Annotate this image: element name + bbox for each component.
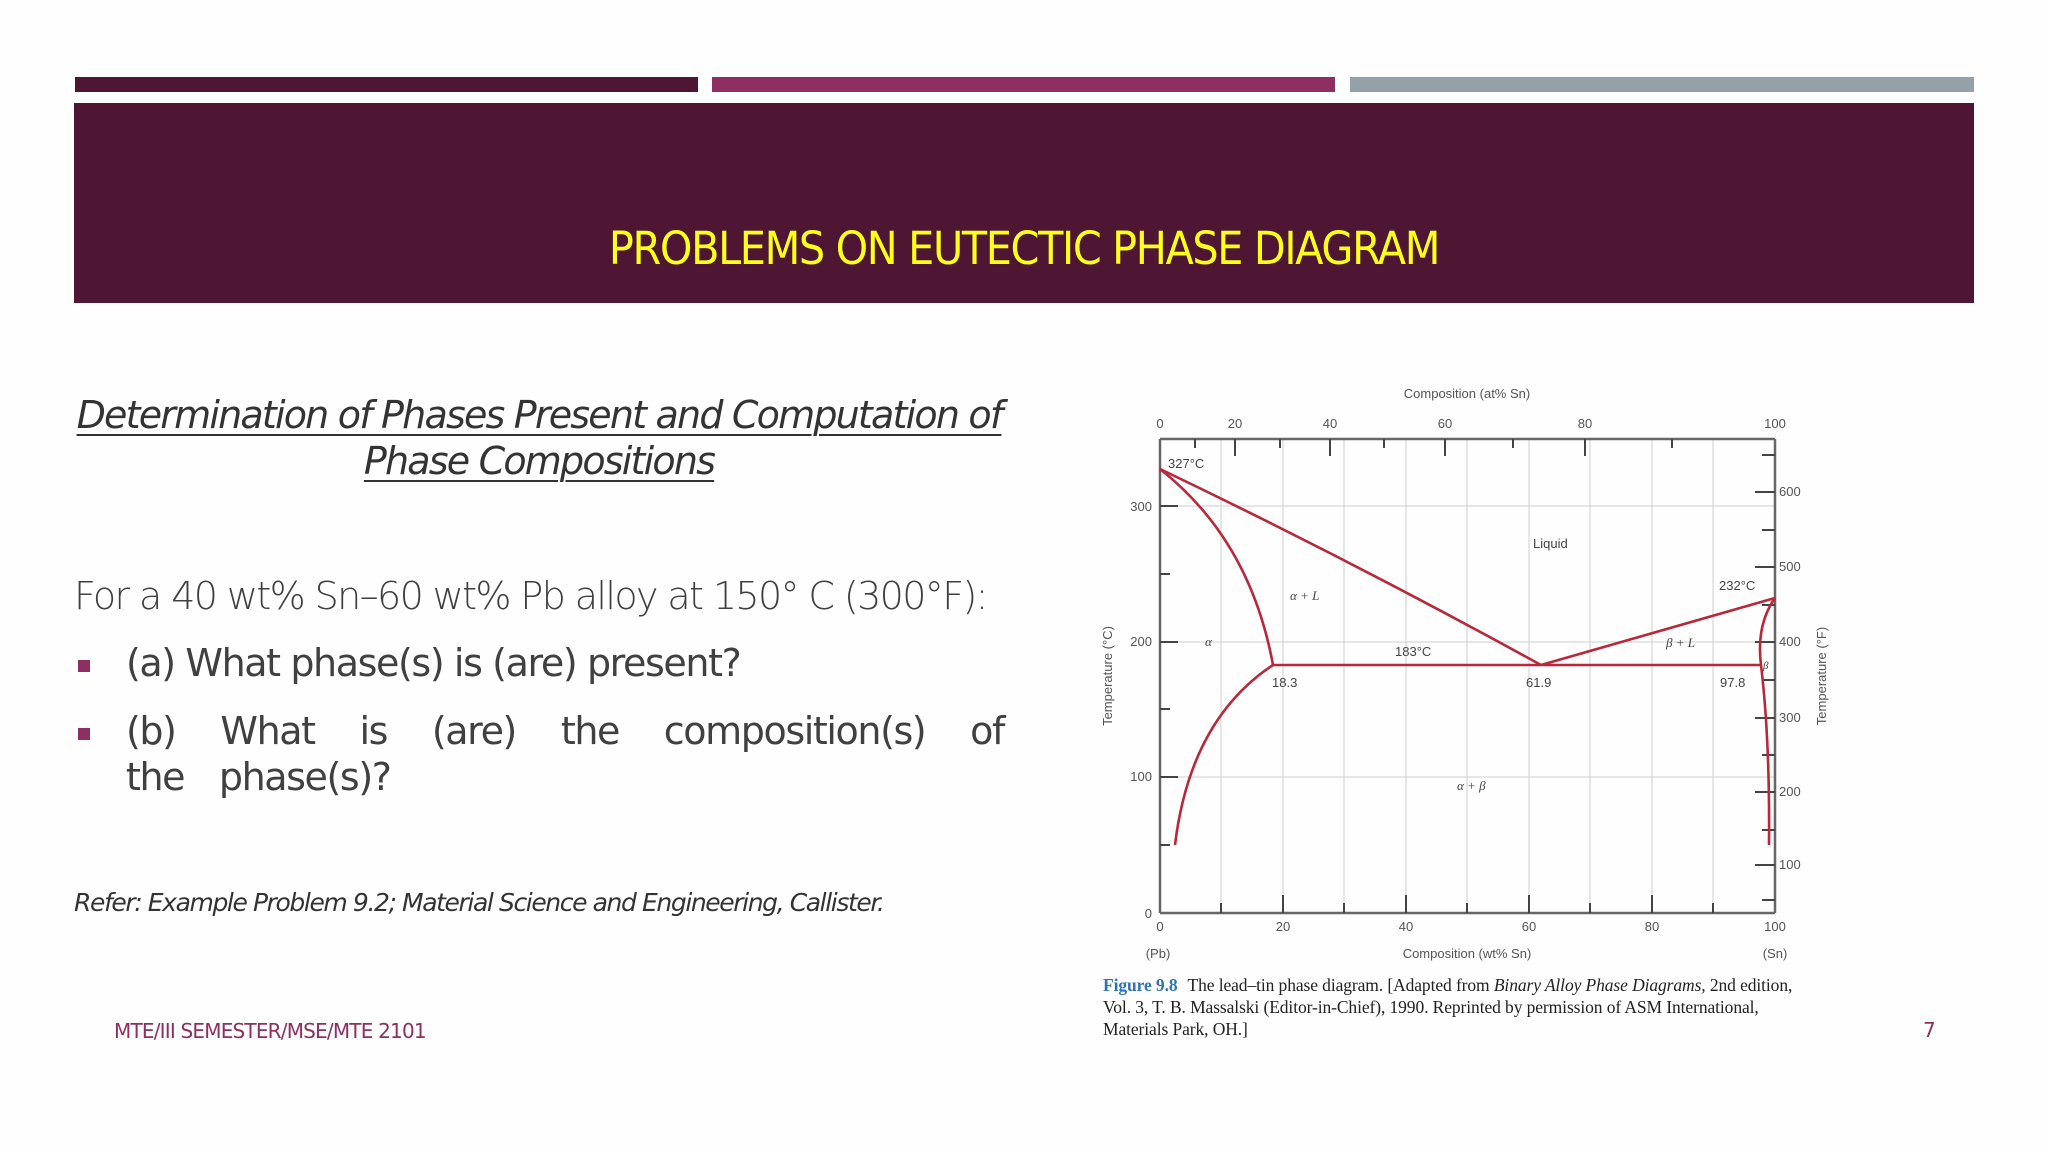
svg-text:500: 500 [1779, 559, 1801, 574]
svg-text:80: 80 [1578, 416, 1592, 431]
svg-text:232°C: 232°C [1719, 578, 1755, 593]
svg-text:Liquid: Liquid [1533, 536, 1568, 551]
liquidus-pb-side [1159, 467, 1542, 667]
chart-frame [1158, 437, 1777, 915]
svg-text:300: 300 [1130, 499, 1152, 514]
subheading: Determination of Phases Present and Comp… [74, 392, 1004, 484]
caption-text-post: 2nd edition, Vol. 3, T. B. Massalski (Ed… [1103, 975, 1793, 1039]
question-list: (a) What phase(s) is (are) present? (b) … [74, 640, 1005, 822]
svg-text:Temperature (°F): Temperature (°F) [1814, 627, 1829, 725]
question-b-text: (b) What is (are) the composition(s) of … [126, 709, 1005, 799]
svg-text:β + L: β + L [1665, 635, 1695, 650]
svg-text:α: α [1205, 634, 1213, 649]
svg-text:100: 100 [1130, 769, 1152, 784]
svg-text:(Sn): (Sn) [1763, 946, 1788, 961]
svg-text:α + L: α + L [1290, 588, 1319, 603]
reference-note: Refer: Example Problem 9.2; Material Sci… [74, 888, 885, 917]
caption-text-pre: The lead–tin phase diagram. [Adapted fro… [1187, 975, 1494, 995]
bullet-square-icon [78, 728, 90, 740]
svg-text:β: β [1762, 660, 1769, 672]
svg-text:80: 80 [1645, 919, 1659, 934]
figure-caption: Figure 9.8 The lead–tin phase diagram. [A… [1103, 974, 1803, 1040]
svg-text:40: 40 [1323, 416, 1337, 431]
region-labels: 327°C 232°C 183°C 18.3 61.9 97.8 Liquid … [1168, 456, 1769, 793]
accent-bar-dark [75, 77, 698, 92]
question-a-text: (a) What phase(s) is (are) present? [126, 641, 742, 685]
svg-text:60: 60 [1522, 919, 1536, 934]
svg-text:18.3: 18.3 [1272, 675, 1297, 690]
svg-text:200: 200 [1130, 634, 1152, 649]
title-band [74, 103, 1974, 303]
subheading-line-1: Determination of Phases Present and Comp… [76, 393, 1004, 437]
svg-text:100: 100 [1764, 416, 1786, 431]
svg-text:Composition (wt% Sn): Composition (wt% Sn) [1403, 946, 1532, 961]
svg-text:97.8: 97.8 [1720, 675, 1745, 690]
svg-text:0: 0 [1145, 906, 1152, 921]
svg-text:60: 60 [1438, 416, 1452, 431]
liquidus-sn-side [1540, 596, 1776, 667]
slide-title: PROBLEMS ON EUTECTIC PHASE DIAGRAM [608, 222, 1441, 275]
svg-text:0: 0 [1156, 416, 1163, 431]
chart-grid [1160, 439, 1775, 913]
solvus-alpha [1173, 663, 1274, 846]
svg-text:20: 20 [1228, 416, 1242, 431]
caption-text-italic: Binary Alloy Phase Diagrams, [1493, 975, 1706, 995]
svg-text:Composition (at% Sn): Composition (at% Sn) [1404, 386, 1530, 401]
subheading-line-2: Phase Compositions [363, 439, 716, 483]
svg-text:400: 400 [1779, 634, 1801, 649]
svg-text:327°C: 327°C [1168, 456, 1204, 471]
svg-text:α + β: α + β [1457, 778, 1486, 793]
x-axis-ticks [1160, 439, 1775, 913]
svg-text:100: 100 [1764, 919, 1786, 934]
phase-boundaries [1159, 467, 1777, 846]
question-b: (b) What is (are) the composition(s) of … [74, 708, 1005, 800]
figure-label: Figure 9.8 [1103, 975, 1178, 995]
svg-text:40: 40 [1399, 919, 1413, 934]
solvus-beta [1759, 664, 1771, 846]
svg-text:(Pb): (Pb) [1146, 946, 1171, 961]
svg-text:20: 20 [1276, 919, 1290, 934]
bullet-square-icon [78, 660, 90, 672]
solidus-alpha [1159, 467, 1275, 666]
svg-text:600: 600 [1779, 484, 1801, 499]
slide-footer: MTE/III SEMESTER/MSE/MTE 2101 [114, 1019, 427, 1043]
svg-text:300: 300 [1779, 710, 1801, 725]
solidus-beta [1758, 597, 1777, 666]
page-number: 7 [1923, 1018, 1936, 1042]
question-a: (a) What phase(s) is (are) present? [74, 640, 1004, 686]
svg-text:61.9: 61.9 [1526, 675, 1551, 690]
problem-statement: For a 40 wt% Sn–60 wt% Pb alloy at 150° … [74, 574, 988, 618]
svg-text:0: 0 [1156, 919, 1163, 934]
axis-labels: 0 20 40 60 80 100 0 20 40 60 80 100 0 10… [1100, 386, 1829, 961]
accent-bar-gray [1350, 77, 1974, 92]
svg-text:200: 200 [1779, 784, 1801, 799]
accent-bar-magenta [712, 77, 1335, 92]
svg-text:100: 100 [1779, 857, 1801, 872]
svg-text:183°C: 183°C [1395, 644, 1431, 659]
svg-text:Temperature (°C): Temperature (°C) [1100, 626, 1115, 726]
